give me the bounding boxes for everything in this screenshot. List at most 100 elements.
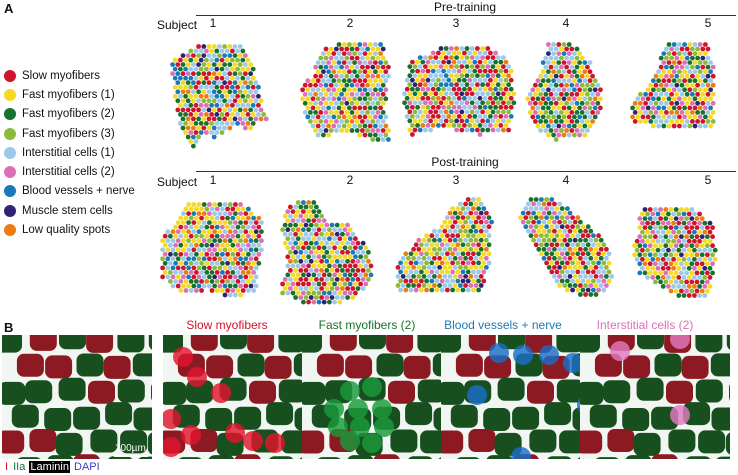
spot (334, 82, 339, 88)
spot (544, 224, 549, 230)
spot (303, 249, 309, 255)
type-iia-fiber (208, 455, 235, 459)
spot (175, 62, 181, 67)
spot (363, 281, 369, 287)
spot (199, 260, 205, 266)
type-iia-fiber (11, 404, 39, 428)
spot (572, 228, 578, 234)
spot (640, 238, 645, 244)
spot (342, 254, 348, 260)
spot (219, 130, 225, 135)
spot (592, 87, 598, 93)
spot (196, 283, 202, 289)
spot (209, 270, 215, 275)
spot (256, 242, 262, 248)
spot (523, 206, 529, 212)
spot (658, 110, 664, 115)
spot (419, 278, 424, 284)
spot (336, 51, 342, 56)
spot (564, 110, 569, 115)
spot (201, 125, 207, 131)
spot (469, 100, 475, 106)
spot (235, 84, 241, 90)
spot (540, 69, 546, 75)
spot (328, 119, 334, 124)
spot (467, 77, 472, 83)
spot (430, 77, 436, 83)
spot (485, 55, 491, 60)
spot (347, 290, 353, 296)
spot (285, 209, 291, 215)
spot (690, 73, 695, 79)
spot (315, 132, 321, 138)
spot (708, 105, 713, 111)
spot (183, 57, 189, 63)
spot (671, 123, 677, 129)
spot (674, 82, 680, 88)
spot (647, 207, 653, 212)
spot (490, 64, 496, 69)
spot (357, 87, 363, 93)
post-training-title: Post-training (431, 155, 499, 169)
spot (198, 75, 204, 81)
spot (334, 73, 339, 79)
spot (201, 247, 207, 253)
spot (308, 231, 314, 237)
spot (692, 293, 697, 298)
spot (446, 50, 452, 56)
spot (684, 119, 690, 124)
spot (590, 100, 595, 106)
spot (430, 104, 436, 110)
spot (204, 75, 209, 81)
spot (175, 283, 181, 289)
spot (686, 265, 692, 271)
spot (544, 206, 549, 212)
spot (206, 125, 212, 131)
spot (188, 139, 194, 144)
spot (462, 50, 467, 56)
spot (546, 132, 551, 138)
spot (340, 258, 345, 264)
spot (684, 243, 689, 249)
spot (439, 287, 445, 293)
spot (583, 237, 588, 243)
spot (416, 255, 422, 261)
spot (663, 243, 669, 249)
spot (331, 78, 337, 84)
spot (598, 237, 604, 243)
spot (188, 48, 194, 54)
spot (170, 62, 176, 67)
spot (354, 73, 360, 79)
spot (362, 114, 368, 120)
spot (245, 75, 251, 81)
spot (308, 295, 314, 300)
spot (690, 119, 695, 124)
spot (478, 246, 484, 252)
spot (477, 77, 483, 83)
spot (199, 215, 205, 221)
spot (352, 105, 357, 111)
spot (191, 238, 197, 244)
spot (232, 107, 238, 113)
spot (588, 246, 594, 252)
subject-num-pre-2: 2 (346, 16, 354, 30)
spot (337, 236, 343, 242)
spot (569, 46, 575, 52)
spot (697, 96, 703, 102)
spot (543, 119, 549, 124)
spot (183, 288, 189, 293)
spot (196, 134, 202, 140)
micrograph-interstitial-cells-2 (580, 335, 730, 459)
spot (378, 96, 383, 102)
spot (661, 87, 667, 93)
spot (336, 105, 342, 111)
spot (344, 110, 350, 115)
spot (313, 73, 318, 79)
spot (666, 42, 672, 47)
spot (321, 96, 326, 102)
spot (684, 252, 689, 258)
spot (434, 278, 440, 284)
spot (429, 287, 435, 293)
spot (232, 89, 238, 95)
spot (349, 82, 355, 88)
